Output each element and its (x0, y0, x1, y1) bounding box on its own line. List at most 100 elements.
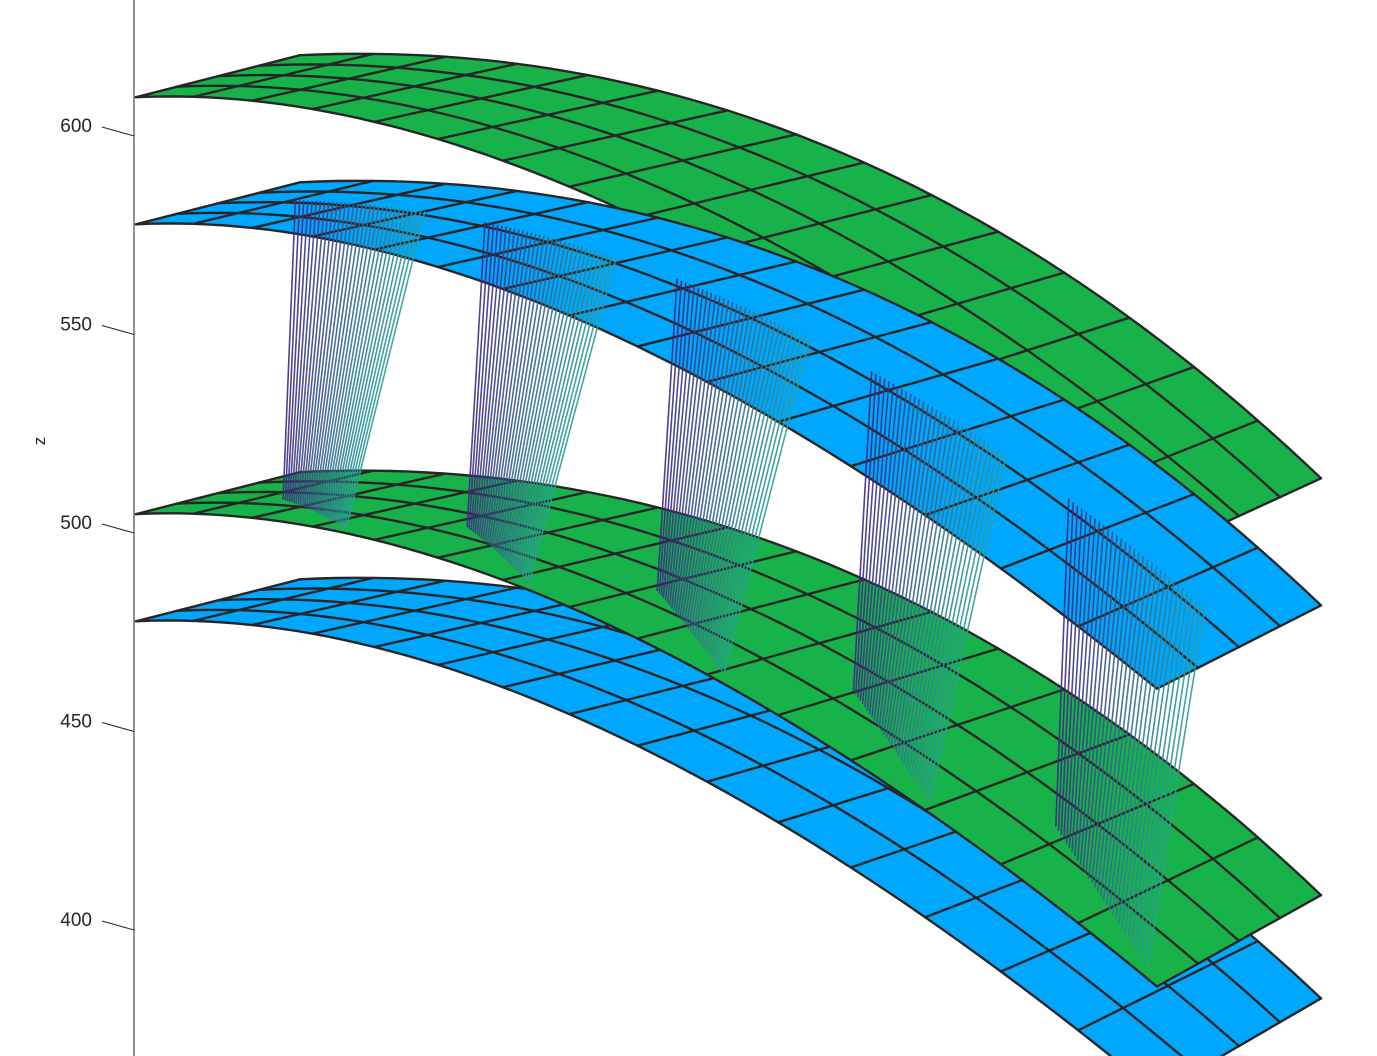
connector-line (679, 298, 725, 619)
connector-line (1105, 559, 1149, 906)
mesh-line-crosswise (436, 89, 660, 141)
connector-line (315, 203, 363, 513)
connector-line (859, 378, 886, 701)
connector-line (1108, 562, 1153, 911)
mesh-line-crosswise (192, 576, 375, 623)
connector-line (720, 336, 807, 672)
connector-line (718, 333, 803, 669)
connector-line (910, 434, 977, 776)
connector-line (861, 381, 890, 705)
connector-line (1096, 548, 1136, 892)
connector-group-4 (852, 371, 1008, 803)
connector-line (329, 206, 393, 520)
connector-line (1057, 502, 1074, 831)
mesh-line-lengthwise (134, 222, 1159, 690)
connector-line (687, 305, 743, 629)
connector-line (1111, 566, 1158, 915)
connector-line (518, 250, 596, 573)
connector-line (305, 202, 342, 508)
connector-line (480, 228, 516, 539)
connector-line (915, 440, 986, 784)
connector-line (658, 280, 683, 594)
connector-line (323, 205, 380, 517)
connector-line (696, 313, 760, 640)
connector-line (664, 285, 695, 601)
mesh-line-crosswise (311, 62, 518, 111)
connector-line (282, 200, 297, 500)
connector-line (288, 200, 309, 502)
connector-line (1074, 521, 1101, 857)
connector-line (486, 231, 528, 544)
mesh-line-lengthwise (257, 190, 1282, 628)
connector-line (1117, 573, 1167, 925)
connector-line (1071, 518, 1096, 853)
connector-line (325, 205, 384, 518)
connector-line (488, 232, 533, 545)
connector-line (887, 409, 938, 743)
connector-line (892, 414, 947, 750)
mesh-line-crosswise (1219, 997, 1323, 1056)
connector-line (656, 279, 678, 592)
mesh-line-lengthwise (175, 211, 1200, 670)
z-tick-label: 550 (60, 315, 92, 336)
connector-line (337, 208, 409, 525)
connector-line (284, 200, 301, 501)
connector-line (690, 307, 747, 632)
connector-line (1102, 555, 1145, 901)
connector-line (675, 294, 717, 614)
connector-line (666, 287, 700, 604)
connector-line (883, 404, 929, 736)
connector-line (926, 451, 1003, 799)
connector-line (1140, 598, 1197, 958)
connector-line (510, 245, 579, 565)
mesh-line-crosswise (311, 586, 518, 635)
mesh-line-crosswise (568, 260, 798, 317)
connector-line (295, 201, 322, 504)
connector-line (484, 230, 524, 542)
connector-line (1060, 505, 1079, 836)
connector-line (470, 223, 495, 531)
surface-fill (136, 577, 1321, 1056)
mesh-line-crosswise (373, 200, 589, 251)
connector-line (1127, 584, 1180, 939)
z-tick-mark (101, 325, 135, 335)
connector-line (875, 396, 916, 725)
connector-line (1099, 552, 1140, 897)
connector-line (286, 200, 305, 502)
connector-line (309, 202, 351, 510)
connector-line (1091, 541, 1127, 883)
mesh-line-crosswise (134, 578, 302, 623)
connector-line (313, 203, 359, 512)
connector-line (885, 406, 934, 739)
z-tick-label: 600 (60, 116, 92, 137)
connector-line (1063, 508, 1083, 840)
connector-line (694, 311, 755, 637)
mesh-line-crosswise (192, 52, 375, 99)
connector-line (700, 317, 768, 646)
z-tick-label: 500 (60, 513, 92, 534)
connector-line (303, 202, 338, 508)
connector-line (698, 315, 764, 643)
connector-line (880, 401, 925, 732)
mesh-line-crosswise (1076, 939, 1260, 1032)
connector-line (321, 204, 376, 516)
z-tick-label: 450 (60, 712, 92, 733)
connector-line (671, 290, 708, 609)
mesh-line-crosswise (373, 73, 589, 124)
mesh-line-crosswise (923, 443, 1131, 517)
mesh-line-crosswise (636, 578, 866, 640)
connector-group-3 (656, 279, 811, 675)
z-tick-label: 400 (60, 910, 92, 931)
connector-line (1136, 595, 1193, 953)
connector-line (291, 200, 313, 503)
z-tick-mark (101, 920, 135, 931)
connector-line (1079, 528, 1109, 866)
connector-line (341, 210, 418, 527)
mesh-line-crosswise (568, 133, 798, 188)
mesh-line-lengthwise (257, 63, 1282, 499)
mesh-line-crosswise (705, 320, 933, 384)
connector-line (474, 225, 503, 534)
connector-line (1065, 511, 1088, 844)
connector-lines-layer (282, 200, 1206, 968)
connector-line (711, 327, 790, 660)
